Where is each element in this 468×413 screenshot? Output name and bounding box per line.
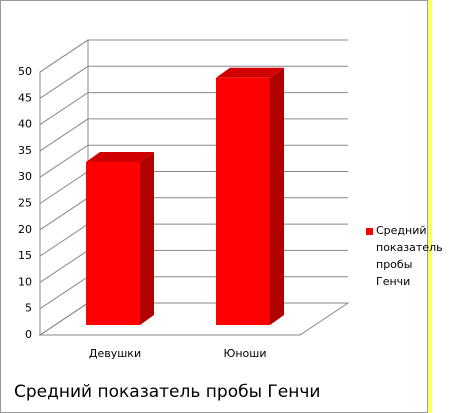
legend-label: Средний показатель пробы Генчи <box>376 224 443 288</box>
chart-border <box>0 0 428 413</box>
y-tick-label: 20 <box>18 223 32 236</box>
bar-side <box>270 67 284 325</box>
y-tick-label: 50 <box>18 65 32 78</box>
y-tick-label: 30 <box>18 170 32 183</box>
divider <box>428 0 432 413</box>
bar <box>216 77 270 325</box>
y-tick-label: 40 <box>18 118 32 131</box>
y-tick-label: 45 <box>18 91 32 104</box>
legend-swatch <box>366 228 373 235</box>
bar-side <box>140 151 154 325</box>
y-tick-label: 5 <box>25 302 32 315</box>
x-tick-label: Девушки <box>89 347 141 360</box>
chart-title: Средний показатель пробы Генчи <box>14 382 320 402</box>
y-tick-label: 0 <box>25 328 32 341</box>
grid-line <box>39 65 348 99</box>
y-tick-label: 15 <box>18 249 32 262</box>
bar-top <box>216 67 284 78</box>
y-tick-label: 10 <box>18 275 32 288</box>
y-tick-label: 25 <box>18 197 32 210</box>
grid-line <box>39 39 348 73</box>
y-tick-label: 35 <box>18 144 32 157</box>
x-tick-label: Юноши <box>223 347 266 360</box>
bar-top <box>86 151 154 162</box>
bar <box>86 161 140 325</box>
